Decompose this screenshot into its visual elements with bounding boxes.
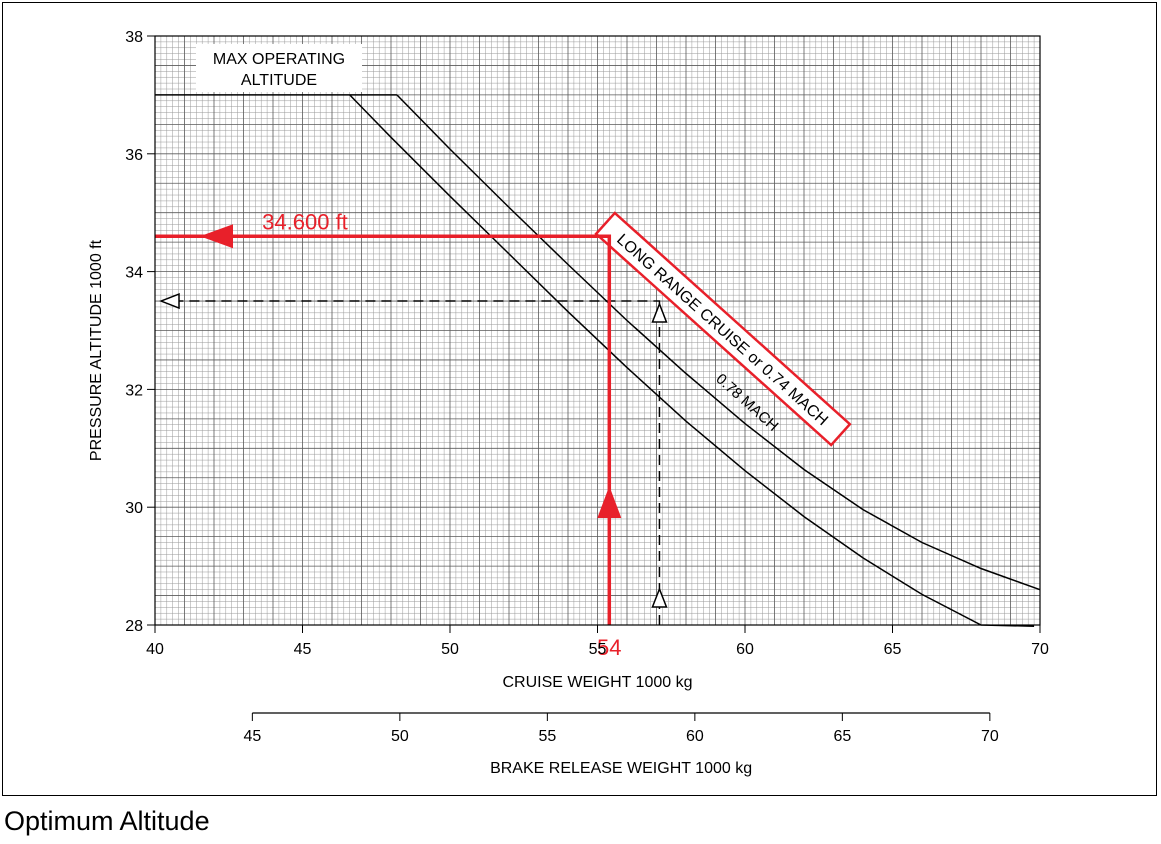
y-axis-label: PRESSURE ALTITUDE 1000 ft [88,239,105,461]
red-arrow-left [200,224,233,249]
max-altitude-label-box [196,44,362,92]
y-tick-label: 28 [125,618,143,635]
axes-layer: 40 45 50 55 60 65 70 28 30 32 34 36 38 CRUISE WEIGHT … [88,29,1049,777]
dashed-arrow-up-upper [651,301,668,323]
y-tick-label: 36 [125,147,143,164]
dashed-arrow-left [158,292,180,310]
x-tick-label: 40 [146,641,164,658]
annotation-layer: 34.600 ft 54 [155,209,668,660]
brake-release-axis-label: BRAKE RELEASE WEIGHT 1000 kg [490,760,752,777]
x2-tick-label: 50 [391,728,409,745]
y-tick-label: 38 [125,29,143,46]
max-altitude-label-line1: MAX OPERATING [213,51,345,68]
x2-tick-label: 70 [981,728,999,745]
x-tick-label: 70 [1031,641,1049,658]
x2-tick-label: 65 [833,728,851,745]
x-tick-label: 50 [441,641,459,658]
red-arrow-up [597,486,622,518]
figure-caption: Optimum Altitude [4,806,210,836]
x2-tick-label: 45 [243,728,261,745]
red-output-value-label: 34.600 ft [262,209,348,234]
y-tick-label: 32 [125,382,143,399]
series-label-box [594,211,852,447]
x-tick-label: 55 [589,641,607,658]
series-long-range-cruise-line [396,94,1041,591]
y-tick-label: 30 [125,500,143,517]
x2-tick-label: 60 [686,728,704,745]
dashed-arrow-up-lower [651,586,668,608]
x-tick-label: 60 [736,641,754,658]
y-tick-label: 34 [125,265,143,282]
x-tick-label: 65 [884,641,902,658]
x2-tick-label: 55 [538,728,556,745]
grid-major [154,35,1041,626]
series-078-mach-line [349,94,1035,627]
chart-frame [2,2,1157,796]
grid-major-lines [154,35,1041,626]
max-altitude-label-line2: ALTITUDE [241,72,317,89]
dashed-example-path [177,300,661,625]
x-tick-label: 45 [294,641,312,658]
red-input-weight-label: 54 [597,635,621,660]
x-axis-label: CRUISE WEIGHT 1000 kg [503,674,693,691]
